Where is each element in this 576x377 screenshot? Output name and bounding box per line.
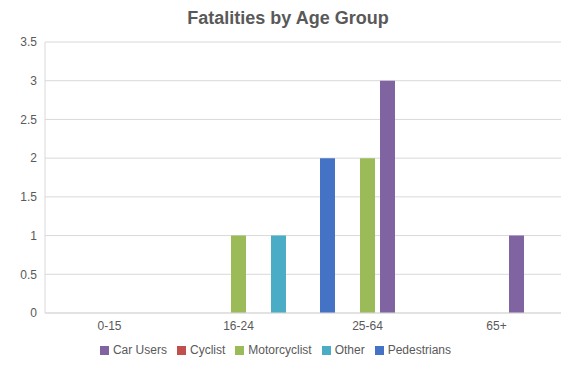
svg-text:1.5: 1.5: [20, 190, 37, 204]
svg-text:1: 1: [30, 229, 37, 243]
svg-text:0: 0: [30, 306, 37, 320]
html-text:Car Users: Car Users: [113, 343, 167, 357]
svg-text:65+: 65+: [486, 319, 506, 333]
svg-text:0.5: 0.5: [20, 268, 37, 282]
html-text:Other: Other: [334, 343, 365, 357]
svg-text:2.5: 2.5: [20, 113, 37, 127]
svg-text:25-64: 25-64: [352, 319, 383, 333]
html-text:Fatalities by Age Group: Fatalities by Age Group: [187, 8, 389, 28]
svg-text:16-24: 16-24: [223, 319, 254, 333]
svg-text:3.5: 3.5: [20, 35, 37, 49]
html-text:Cyclist: Cyclist: [190, 343, 226, 357]
svg-text:0-15: 0-15: [97, 319, 121, 333]
html-text:Motorcyclist: Motorcyclist: [248, 343, 312, 357]
html-text:Pedestrians: Pedestrians: [387, 343, 451, 357]
svg-text:2: 2: [30, 151, 37, 165]
svg-text:3: 3: [30, 74, 37, 88]
